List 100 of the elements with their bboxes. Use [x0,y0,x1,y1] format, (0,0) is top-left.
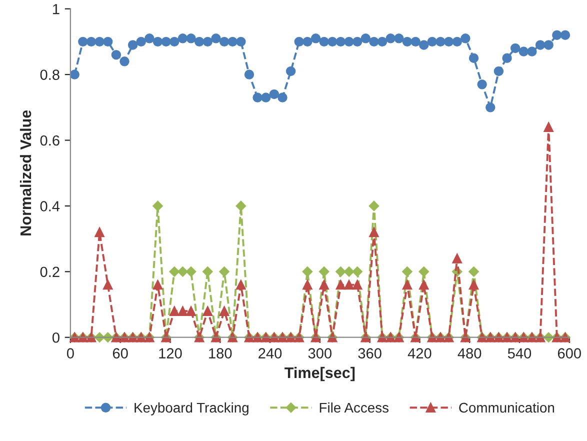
y-tick-label: 1 [53,4,60,14]
point [427,36,438,47]
point [502,53,512,63]
point [460,34,470,44]
point [468,266,479,277]
legend-label: File Access [320,402,388,413]
point [286,66,296,76]
point [228,36,238,47]
point [202,36,213,47]
point [352,280,362,290]
point [468,280,479,290]
y-axis-title: Normalized Value [20,110,32,236]
x-tick-label: 480 [458,348,482,358]
x-tick-label: 540 [508,348,532,358]
point [236,280,246,290]
point [419,280,429,290]
point [169,266,180,277]
point [360,34,371,44]
point [202,306,213,316]
point [261,92,271,102]
point [486,102,496,112]
point [236,200,246,212]
point [386,34,396,44]
point [410,36,420,47]
point [186,266,196,277]
point [527,46,537,56]
point [103,280,113,290]
point [336,36,346,47]
point [436,36,446,47]
point [120,56,130,66]
point [535,40,546,50]
x-tick-label: 600 [558,348,581,358]
point [402,36,412,47]
point [294,36,304,47]
point [178,34,188,44]
point [444,36,454,47]
point [377,36,388,47]
point [178,306,188,316]
point [310,34,321,44]
y-tick-label: 0.4 [40,201,60,212]
point [477,80,487,90]
point [302,36,312,47]
point [236,36,246,47]
point [369,36,379,47]
point [252,92,262,102]
y-tick-label: 0.6 [40,135,60,146]
point [136,36,146,47]
point [178,266,188,277]
point [186,34,196,44]
point [369,227,379,238]
y-tick-label: 0 [52,332,60,343]
point [186,306,196,316]
point [452,36,462,47]
x-tick-label: 360 [358,348,382,358]
point [161,36,171,47]
point [552,30,562,40]
point [518,46,529,56]
point [269,89,280,100]
point [94,36,104,47]
point [419,40,429,50]
point [302,266,313,277]
point [344,36,354,47]
legend-label: Keyboard Tracking [134,402,248,416]
y-tick-label: 0.2 [40,266,60,278]
x-tick-label: 180 [209,348,232,358]
legend-label: Communication [459,402,554,413]
point [94,227,104,238]
point [344,266,354,277]
x-tick-label: 300 [308,348,332,358]
point [152,200,163,212]
x-tick-label: 420 [408,348,432,358]
x-tick-label: 60 [112,348,128,358]
point [278,92,288,102]
point [544,122,554,132]
point [468,53,479,63]
point [336,280,346,290]
point [452,254,462,264]
point [336,266,346,277]
point [128,40,138,50]
point [152,280,163,290]
point [111,50,122,60]
point [219,36,230,47]
y-tick-label: 0.8 [40,70,60,80]
x-tick-label: 240 [258,348,282,358]
point [86,36,96,47]
x-axis-title: Time[sec] [284,366,355,382]
point [219,266,230,277]
point [219,306,230,316]
point [211,34,221,44]
point [170,36,180,47]
point [494,66,504,76]
point [70,70,80,80]
x-tick-label: 0 [66,348,74,358]
point [328,36,338,47]
point [418,266,429,277]
point [319,280,329,290]
point [344,280,354,290]
point [78,36,88,47]
point [152,36,163,47]
point [170,306,180,316]
